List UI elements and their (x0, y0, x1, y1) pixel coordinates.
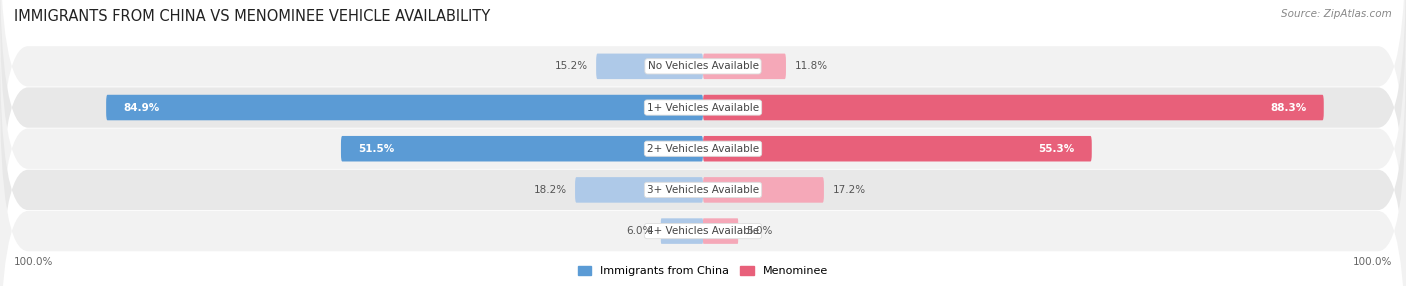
Text: 51.5%: 51.5% (359, 144, 395, 154)
Text: 17.2%: 17.2% (832, 185, 866, 195)
Text: 15.2%: 15.2% (554, 61, 588, 71)
Text: No Vehicles Available: No Vehicles Available (648, 61, 758, 71)
Text: 100.0%: 100.0% (1353, 257, 1392, 267)
Text: 3+ Vehicles Available: 3+ Vehicles Available (647, 185, 759, 195)
FancyBboxPatch shape (596, 53, 703, 79)
FancyBboxPatch shape (0, 0, 1406, 211)
Legend: Immigrants from China, Menominee: Immigrants from China, Menominee (574, 261, 832, 281)
FancyBboxPatch shape (703, 95, 1324, 120)
FancyBboxPatch shape (575, 177, 703, 203)
FancyBboxPatch shape (0, 87, 1406, 286)
Text: 100.0%: 100.0% (14, 257, 53, 267)
FancyBboxPatch shape (0, 0, 1406, 252)
FancyBboxPatch shape (703, 177, 824, 203)
Text: 4+ Vehicles Available: 4+ Vehicles Available (647, 226, 759, 236)
FancyBboxPatch shape (105, 95, 703, 120)
Text: Source: ZipAtlas.com: Source: ZipAtlas.com (1281, 9, 1392, 19)
FancyBboxPatch shape (703, 136, 1092, 162)
Text: 1+ Vehicles Available: 1+ Vehicles Available (647, 103, 759, 112)
Text: 6.0%: 6.0% (626, 226, 652, 236)
FancyBboxPatch shape (703, 218, 738, 244)
Text: 18.2%: 18.2% (533, 185, 567, 195)
Text: 2+ Vehicles Available: 2+ Vehicles Available (647, 144, 759, 154)
Text: 5.0%: 5.0% (747, 226, 773, 236)
FancyBboxPatch shape (0, 4, 1406, 286)
FancyBboxPatch shape (340, 136, 703, 162)
Text: IMMIGRANTS FROM CHINA VS MENOMINEE VEHICLE AVAILABILITY: IMMIGRANTS FROM CHINA VS MENOMINEE VEHIC… (14, 9, 491, 23)
FancyBboxPatch shape (0, 45, 1406, 286)
Text: 55.3%: 55.3% (1038, 144, 1074, 154)
FancyBboxPatch shape (661, 218, 703, 244)
Text: 84.9%: 84.9% (124, 103, 160, 112)
Text: 11.8%: 11.8% (794, 61, 828, 71)
FancyBboxPatch shape (703, 53, 786, 79)
Text: 88.3%: 88.3% (1270, 103, 1306, 112)
